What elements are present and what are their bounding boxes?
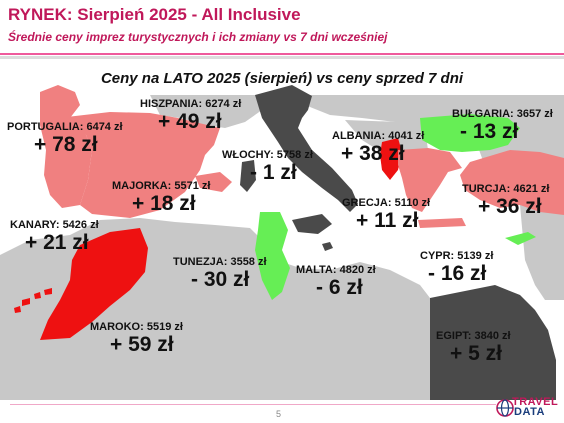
- land-balkans: [345, 120, 428, 158]
- destination-name: PORTUGALIA:: [7, 121, 84, 133]
- label-portugalia: PORTUGALIA: 6474 zł + 78 zł: [7, 121, 123, 157]
- label-maroko: MAROKO: 5519 zł + 59 zł: [90, 321, 183, 357]
- destination-price: 4041 zł: [388, 130, 425, 142]
- price-change: - 1 zł: [250, 161, 297, 184]
- label-tunezja: TUNEZJA: 3558 zł - 30 zł: [173, 256, 267, 292]
- price-change: + 18 zł: [132, 192, 196, 215]
- page-number: 5: [276, 409, 282, 419]
- label-albania: ALBANIA: 4041 zł + 38 zł: [332, 130, 424, 166]
- label-majorka: MAJORKA: 5571 zł + 18 zł: [112, 180, 210, 216]
- destination-price: 5139 zł: [457, 250, 494, 262]
- logo-text-travel: TRAVEL: [512, 396, 559, 408]
- region-wlochy: [255, 85, 358, 212]
- land-levant: [520, 205, 564, 300]
- region-grecja: [398, 148, 462, 212]
- land-france: [150, 95, 262, 128]
- price-change: + 38 zł: [341, 142, 405, 165]
- region-wlochy-sicily: [292, 214, 332, 234]
- label-grecja: GRECJA: 5110 zł + 11 zł: [342, 197, 430, 233]
- label-cypr: CYPR: 5139 zł - 16 zł: [420, 250, 493, 286]
- destination-name: GRECJA:: [342, 197, 392, 209]
- region-malta: [322, 242, 333, 251]
- price-change: + 21 zł: [25, 231, 89, 254]
- price-change: + 78 zł: [34, 133, 98, 156]
- page-subtitle: Średnie ceny imprez turystycznych i ich …: [8, 30, 388, 44]
- price-change: - 16 zł: [428, 262, 487, 285]
- price-change: + 59 zł: [110, 333, 174, 356]
- price-change: + 5 zł: [450, 342, 502, 365]
- label-hiszpania: HISZPANIA: 6274 zł + 49 zł: [140, 98, 241, 134]
- region-albania: [380, 138, 402, 180]
- destination-name: ALBANIA:: [332, 130, 386, 142]
- header-divider-gray: [0, 56, 564, 59]
- destination-price: 5758 zł: [276, 149, 313, 161]
- region-hiszpania: [58, 112, 220, 218]
- region-maroko: [40, 228, 148, 340]
- logo-globe-icon: [496, 399, 514, 417]
- destination-price: 4820 zł: [339, 264, 376, 276]
- destination-name: MALTA:: [296, 264, 337, 276]
- price-change: - 6 zł: [316, 276, 363, 299]
- destination-price: 5519 zł: [146, 321, 183, 333]
- map-heading: Ceny na LATO 2025 (sierpień) vs ceny spr…: [100, 70, 464, 87]
- destination-price: 4621 zł: [513, 183, 550, 195]
- price-change: - 13 zł: [460, 120, 519, 143]
- label-kanary: KANARY: 5426 zł + 21 zł: [10, 219, 99, 255]
- destination-name: MAJORKA:: [112, 180, 172, 192]
- region-cypr: [505, 232, 536, 245]
- destination-name: HISZPANIA:: [140, 98, 203, 110]
- destination-price: 6274 zł: [205, 98, 242, 110]
- footer-divider: [10, 404, 496, 405]
- destination-name: KANARY:: [10, 219, 60, 231]
- destination-name: EGIPT:: [436, 330, 472, 342]
- price-change: - 30 zł: [191, 268, 250, 291]
- destination-name: WŁOCHY:: [222, 149, 274, 161]
- travel-data-logo: TRAVEL DATA: [496, 396, 560, 420]
- region-bulgaria: [420, 114, 520, 152]
- region-turcja: [460, 150, 564, 215]
- label-wlochy: WŁOCHY: 5758 zł - 1 zł: [222, 149, 313, 185]
- label-bulgaria: BUŁGARIA: 3657 zł - 13 zł: [452, 108, 553, 144]
- destination-price: 6474 zł: [86, 121, 123, 133]
- region-portugalia: [40, 85, 92, 208]
- price-change: + 36 zł: [478, 195, 542, 218]
- region-kanary: [14, 288, 52, 313]
- region-wlochy-sardinia: [240, 160, 256, 192]
- destination-price: 5426 zł: [62, 219, 99, 231]
- logo-text-data: DATA: [514, 406, 545, 418]
- destination-price: 3840 zł: [474, 330, 511, 342]
- destination-price: 5110 zł: [394, 197, 431, 209]
- destination-price: 3558 zł: [230, 256, 267, 268]
- label-egipt: EGIPT: 3840 zł + 5 zł: [436, 330, 511, 366]
- destination-name: TURCJA:: [462, 183, 511, 195]
- region-grecja-crete: [418, 218, 466, 228]
- region-tunezja: [255, 212, 290, 300]
- region-egipt: [430, 285, 556, 400]
- destination-name: TUNEZJA:: [173, 256, 228, 268]
- mediterranean-map: [0, 60, 564, 400]
- destination-price: 5571 zł: [174, 180, 211, 192]
- page-title: RYNEK: Sierpień 2025 - All Inclusive: [8, 5, 301, 24]
- destination-name: BUŁGARIA:: [452, 108, 514, 120]
- price-change: + 11 zł: [356, 209, 419, 232]
- label-turcja: TURCJA: 4621 zł + 36 zł: [462, 183, 549, 219]
- header-divider: [0, 53, 564, 55]
- destination-name: MAROKO:: [90, 321, 144, 333]
- price-change: + 49 zł: [158, 110, 222, 133]
- destination-name: CYPR:: [420, 250, 455, 262]
- region-majorka: [195, 172, 232, 192]
- label-malta: MALTA: 4820 zł - 6 zł: [296, 264, 376, 300]
- destination-price: 3657 zł: [516, 108, 553, 120]
